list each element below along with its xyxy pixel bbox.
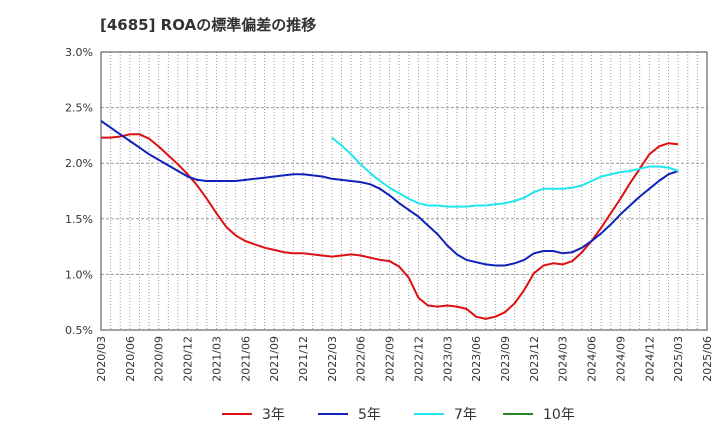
plot-area-frame — [100, 51, 708, 331]
series-lines — [100, 120, 679, 320]
x-tick-label: 2024/09 — [614, 336, 627, 382]
series-line-2 — [100, 120, 679, 267]
series-line-3 — [331, 136, 679, 208]
x-tick-label: 2020/06 — [124, 336, 137, 382]
x-tick-label: 2022/03 — [326, 336, 339, 382]
x-tick-label: 2022/09 — [384, 336, 397, 382]
series-line-1 — [101, 133, 679, 320]
x-axis-ticks: 2020/03 2020/06 2020/09 2020/12 2021/03 2021/… — [95, 336, 714, 382]
legend-label-1: 3年 — [262, 407, 285, 423]
x-tick-label: 2020/03 — [95, 336, 108, 382]
y-tick-label: 1.5% — [65, 213, 93, 226]
x-tick-label: 2023/03 — [441, 336, 454, 382]
x-tick-label: 2025/03 — [672, 336, 685, 382]
grid-lines — [101, 52, 707, 330]
legend-label-2: 5年 — [358, 407, 381, 423]
x-tick-label: 2022/06 — [355, 336, 368, 382]
x-tick-label: 2021/12 — [297, 336, 310, 382]
x-tick-label: 2023/06 — [470, 336, 483, 382]
x-tick-label: 2022/12 — [412, 336, 425, 382]
x-tick-label: 2025/06 — [701, 336, 714, 382]
x-tick-label: 2021/03 — [210, 336, 223, 382]
x-tick-label: 2024/03 — [557, 336, 570, 382]
y-axis-ticks: 0.5% 1.0% 1.5% 2.0% 2.5% 3.0% — [65, 46, 93, 337]
legend-label-4: 10年 — [543, 407, 575, 423]
y-tick-label: 2.0% — [65, 157, 93, 170]
x-tick-label: 2020/12 — [182, 336, 195, 382]
y-tick-label: 0.5% — [65, 324, 93, 337]
x-tick-label: 2020/09 — [153, 336, 166, 382]
x-tick-label: 2023/12 — [528, 336, 541, 382]
legend: 3年 5年 7年 10年 — [222, 407, 575, 423]
x-tick-label: 2021/06 — [239, 336, 252, 382]
y-tick-label: 1.0% — [65, 268, 93, 281]
x-tick-label: 2024/12 — [643, 336, 656, 382]
x-tick-label: 2023/09 — [499, 336, 512, 382]
chart-title: [4685] ROAの標準偏差の推移 — [100, 16, 317, 34]
y-tick-label: 2.5% — [65, 102, 93, 115]
x-tick-label: 2021/09 — [268, 336, 281, 382]
x-tick-label: 2024/06 — [586, 336, 599, 382]
legend-label-3: 7年 — [454, 407, 477, 423]
y-tick-label: 3.0% — [65, 46, 93, 59]
